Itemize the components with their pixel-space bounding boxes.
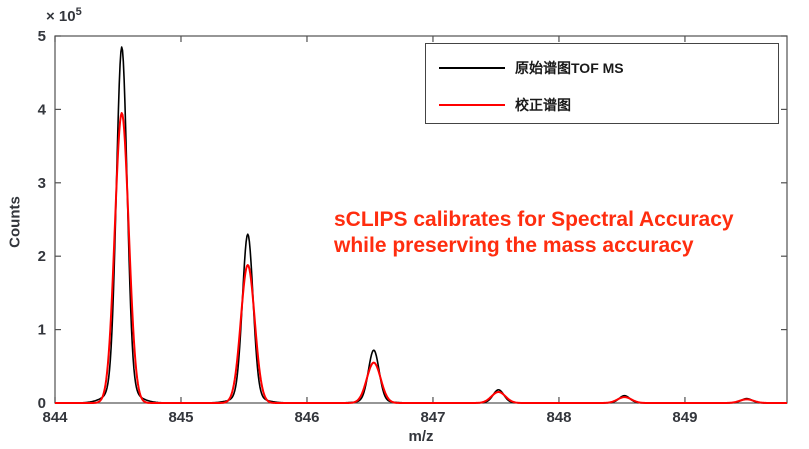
annotation-text: sCLIPS calibrates for Spectral Accuracy … xyxy=(334,207,734,259)
legend-label-original: 原始谱图TOF MS xyxy=(515,60,624,76)
x-tick-label: 846 xyxy=(294,409,319,426)
annotation-line-2: while preserving the mass accuracy xyxy=(334,234,694,257)
legend-item-original: 原始谱图TOF MS xyxy=(439,58,624,78)
x-tick-label: 848 xyxy=(546,409,571,426)
series-curve-calibrated xyxy=(54,112,788,404)
legend-label-calibrated: 校正谱图 xyxy=(515,97,571,113)
y-tick-label: 0 xyxy=(38,395,46,412)
multiplier-base: × 10 xyxy=(46,8,76,25)
y-tick-label: 1 xyxy=(38,322,46,339)
y-tick-label: 3 xyxy=(38,175,46,192)
y-tick-label: 4 xyxy=(38,101,47,118)
legend-line-original xyxy=(439,67,505,69)
y-axis-multiplier: × 105 xyxy=(46,6,82,25)
legend-item-calibrated: 校正谱图 xyxy=(439,95,571,115)
x-tick-label: 844 xyxy=(42,409,68,426)
x-tick-label: 847 xyxy=(420,409,445,426)
x-tick-label: 849 xyxy=(672,409,697,426)
y-tick-label: 5 xyxy=(38,28,46,45)
y-tick-label: 2 xyxy=(38,248,46,265)
annotation-line-1: sCLIPS calibrates for Spectral Accuracy xyxy=(334,208,734,231)
legend-line-calibrated xyxy=(439,104,505,106)
y-axis-label: Counts xyxy=(6,196,24,248)
x-axis-label: m/z xyxy=(408,428,434,445)
legend: 原始谱图TOF MS 校正谱图 xyxy=(425,43,779,124)
multiplier-exponent: 5 xyxy=(75,6,82,18)
x-tick-label: 845 xyxy=(168,409,193,426)
